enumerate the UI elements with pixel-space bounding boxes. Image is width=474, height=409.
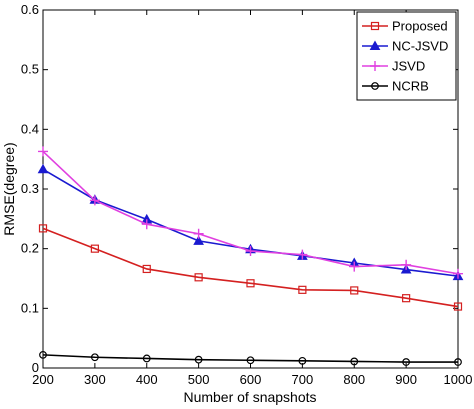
legend: Proposed NC-JSVD JSVD NCRB xyxy=(356,11,457,101)
y-tick-label: 0.4 xyxy=(21,121,39,136)
data-point xyxy=(401,259,412,270)
x-tick-label: 400 xyxy=(136,372,158,387)
y-tick-label: 0.2 xyxy=(21,241,39,256)
y-tick-label: 0.1 xyxy=(21,300,39,315)
data-point xyxy=(38,224,48,233)
x-tick-label: 1000 xyxy=(444,372,473,387)
data-point xyxy=(141,219,152,230)
data-point xyxy=(142,264,151,274)
x-tick-label: 900 xyxy=(395,372,417,387)
y-tick-label: 0 xyxy=(32,360,39,375)
data-point xyxy=(350,357,359,366)
x-tick-label: 300 xyxy=(84,372,106,387)
series-line-proposed xyxy=(42,227,459,308)
y-axis-label: RMSE(degree) xyxy=(1,142,17,235)
legend-label: NC-JSVD xyxy=(392,39,448,54)
data-point xyxy=(297,249,308,260)
x-tick-label: 600 xyxy=(240,372,262,387)
y-tick-label: 0.5 xyxy=(21,62,39,77)
legend-marker xyxy=(370,21,380,31)
data-point xyxy=(142,354,151,363)
data-point xyxy=(38,146,48,157)
x-tick-label: 200 xyxy=(32,372,54,387)
series-lines xyxy=(37,146,464,366)
data-point xyxy=(453,268,463,279)
data-point xyxy=(453,302,463,311)
data-point xyxy=(194,355,203,364)
data-point xyxy=(246,279,255,288)
y-tick-label: 0.6 xyxy=(21,2,39,17)
y-tick-label: 0.3 xyxy=(21,181,39,196)
data-point xyxy=(246,356,255,365)
data-point xyxy=(90,244,99,253)
data-point xyxy=(402,294,411,303)
data-point xyxy=(194,273,203,282)
legend-marker xyxy=(369,40,381,50)
data-point xyxy=(193,228,204,239)
legend-label: NCRB xyxy=(392,79,429,94)
legend-label: JSVD xyxy=(392,59,425,74)
x-axis-label: Number of snapshots xyxy=(183,389,316,405)
data-point xyxy=(454,358,462,366)
data-point xyxy=(39,350,47,359)
legend-marker xyxy=(371,82,379,90)
series-line-ncrb xyxy=(42,354,458,363)
data-point xyxy=(298,285,307,294)
data-point xyxy=(402,358,411,366)
data-point xyxy=(349,261,360,272)
legend-label: Proposed xyxy=(392,19,448,34)
x-tick-label: 500 xyxy=(188,372,210,387)
data-point xyxy=(245,246,256,257)
data-point xyxy=(193,235,204,245)
legend-marker xyxy=(370,61,380,71)
axis-ticks: 200 300 400 500 600 700 800 900 1000 0 0.1 0.2 0.3 0.… xyxy=(21,2,473,387)
data-point xyxy=(37,163,49,174)
x-tick-label: 700 xyxy=(292,372,314,387)
data-point xyxy=(350,286,359,295)
x-tick-label: 800 xyxy=(343,372,365,387)
data-point xyxy=(298,356,307,365)
data-point xyxy=(90,353,99,362)
data-point xyxy=(89,195,100,206)
